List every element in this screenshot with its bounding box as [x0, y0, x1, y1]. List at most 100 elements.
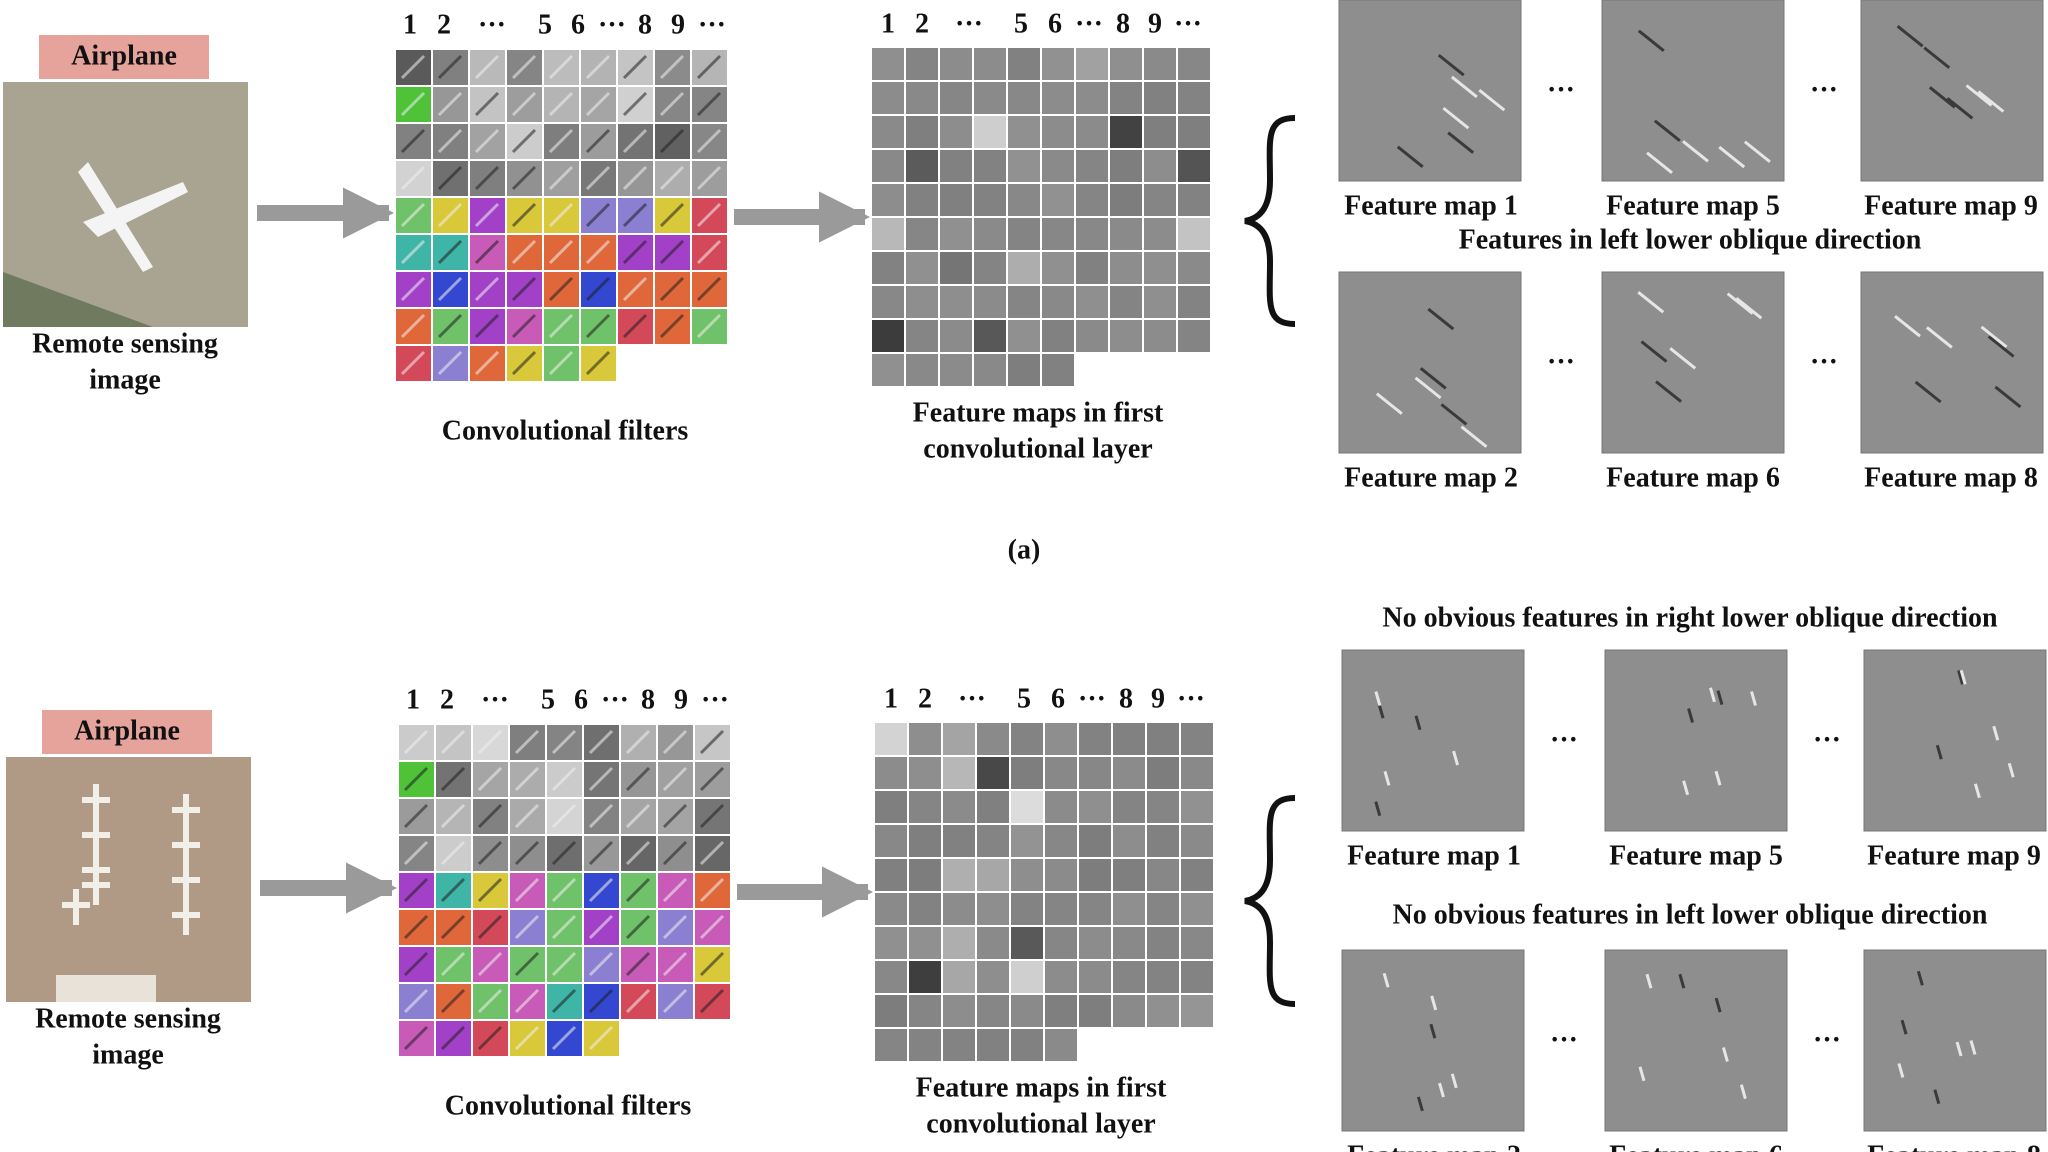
feature-cell [1011, 927, 1043, 959]
filter-stripe [474, 202, 500, 228]
feature-map-label: Feature map 9 [1864, 190, 2038, 221]
feature-edge [1959, 669, 1967, 685]
feature-map-index: 9 [1151, 683, 1165, 714]
feature-cell [977, 1029, 1009, 1061]
feature-cell [875, 859, 907, 891]
feature-cell [1076, 116, 1108, 148]
feature-cell [1144, 150, 1176, 182]
feature-edge [1460, 425, 1488, 448]
feature-cell [1147, 961, 1179, 993]
filter-stripe [511, 276, 537, 302]
feature-cell [875, 825, 907, 857]
filter-stripe [403, 803, 429, 829]
ellipsis: ··· [1547, 346, 1575, 377]
feature-cell [875, 995, 907, 1027]
feature-cell [1079, 995, 1111, 1027]
feature-cell [977, 825, 1009, 857]
filter-stripe [699, 988, 725, 1014]
feature-cell [1147, 859, 1179, 891]
feature-edge [1640, 340, 1668, 363]
filter-stripe [477, 840, 503, 866]
feature-cell [1079, 825, 1111, 857]
feature-cell [1076, 252, 1108, 284]
feature-cell [872, 286, 904, 318]
filter-stripe [585, 276, 611, 302]
filter-stripe [659, 91, 685, 117]
feature-cell [875, 927, 907, 959]
feature-cell [1045, 927, 1077, 959]
feature-cell [1011, 859, 1043, 891]
filter-stripe [622, 239, 648, 265]
feature-cell [909, 1029, 941, 1061]
filter-index: ··· [698, 9, 726, 40]
feature-cell [1042, 252, 1074, 284]
feature-cell [1042, 116, 1074, 148]
class-label-box [39, 35, 209, 79]
feature-cell [1144, 82, 1176, 114]
filter-stripe [440, 951, 466, 977]
filter-stripe [548, 128, 574, 154]
filter-stripe [659, 276, 685, 302]
filter-stripe [696, 165, 722, 191]
feature-cell [943, 961, 975, 993]
filter-stripe [551, 951, 577, 977]
feature-cell [1076, 82, 1108, 114]
feature-edge [1682, 780, 1690, 796]
filter-stripe [588, 951, 614, 977]
filter-stripe [511, 313, 537, 339]
filter-stripe [474, 350, 500, 376]
ellipsis: ··· [1810, 74, 1838, 105]
filter-stripe [551, 914, 577, 940]
feature-edge [1414, 376, 1442, 400]
filter-stripe [511, 165, 537, 191]
feature-cell [1045, 825, 1077, 857]
feature-cell [1178, 184, 1210, 216]
filter-index: ··· [478, 9, 506, 40]
filter-index: 5 [541, 684, 555, 715]
filter-index: 8 [638, 9, 652, 40]
filter-stripe [514, 951, 540, 977]
filter-stripe [696, 54, 722, 80]
feature-cell [940, 320, 972, 352]
feature-cell [1008, 354, 1040, 386]
airplane [82, 784, 110, 820]
feature-map-index: ··· [1075, 8, 1103, 39]
feature-cell [1144, 218, 1176, 250]
filter-stripe [548, 54, 574, 80]
feature-cell [1079, 859, 1111, 891]
filter-stripe [440, 988, 466, 1014]
feature-cell [1178, 82, 1210, 114]
feature-edge [1438, 1082, 1445, 1098]
feature-edge [1374, 801, 1382, 817]
feature-edge [1743, 140, 1771, 163]
feature-map-label: Feature map 8 [1867, 1140, 2041, 1152]
feature-edge [1709, 687, 1716, 703]
feature-cell [1178, 116, 1210, 148]
filter-stripe [437, 54, 463, 80]
feature-cell [974, 82, 1006, 114]
feature-edge [1450, 1073, 1458, 1089]
filter-stripe [662, 766, 688, 792]
filter-stripe [625, 729, 651, 755]
feature-cell [1181, 757, 1213, 789]
filter-stripe [511, 350, 537, 376]
filter-stripe [588, 1025, 614, 1051]
feature-cell [1008, 218, 1040, 250]
filter-index: 2 [440, 684, 454, 715]
feature-edge [1900, 1019, 1908, 1035]
filter-stripe [551, 877, 577, 903]
feature-cell [1008, 286, 1040, 318]
feature-cell [1008, 320, 1040, 352]
filter-stripe [477, 766, 503, 792]
filter-stripe [585, 91, 611, 117]
feature-edge [1923, 46, 1951, 69]
feature-cell [1113, 825, 1145, 857]
filter-stripe [588, 877, 614, 903]
feature-cell [872, 82, 904, 114]
feature-edge [1750, 691, 1757, 706]
feature-map-index: ··· [958, 683, 986, 714]
filter-stripe [400, 313, 426, 339]
feature-map-image [1860, 0, 2044, 182]
feature-cell [974, 184, 1006, 216]
